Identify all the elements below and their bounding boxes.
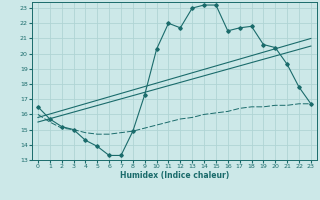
X-axis label: Humidex (Indice chaleur): Humidex (Indice chaleur) xyxy=(120,171,229,180)
